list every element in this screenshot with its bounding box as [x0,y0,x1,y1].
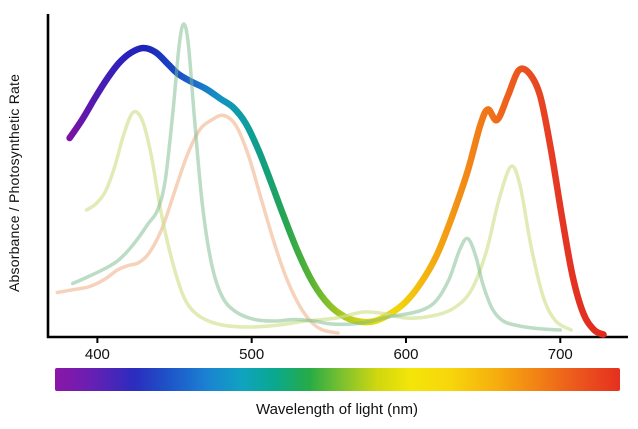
x-tick-label: 400 [85,346,110,363]
y-axis-label: Absorbance / Photosynthetic Rate [6,73,22,293]
x-tick-label: 700 [548,346,573,363]
thick-spectral-action-curve [66,44,607,338]
pale-green-absorbance-curve [70,22,563,332]
x-axis-label: Wavelength of light (nm) [255,401,418,418]
pale-orange-absorbance-curve [55,113,340,335]
pale-yellow-green-absorbance-curve [84,109,573,332]
wavelength-spectrum-bar [55,368,620,391]
chart-canvas: 400 500 600 700 [46,14,628,391]
x-tick-label: 500 [239,346,264,363]
x-tick-label: 600 [393,346,418,363]
